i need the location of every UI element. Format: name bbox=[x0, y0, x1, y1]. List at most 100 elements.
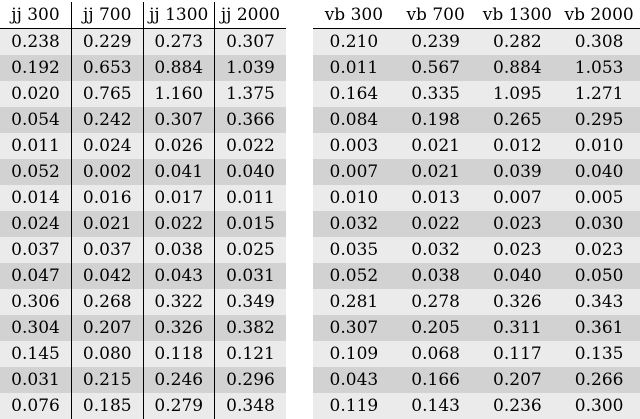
left-table-cell: 0.192 bbox=[0, 55, 72, 81]
right-table-cell: 0.068 bbox=[395, 341, 477, 367]
right-table-cell: 0.117 bbox=[477, 341, 559, 367]
right-table-cell: 0.308 bbox=[558, 29, 640, 56]
left-table-cell: 0.040 bbox=[215, 159, 287, 185]
right-table-cell: 0.010 bbox=[313, 185, 395, 211]
left-table-cell: 0.011 bbox=[215, 185, 287, 211]
left-table-cell: 0.296 bbox=[215, 367, 287, 393]
right-table-cell: 0.307 bbox=[313, 315, 395, 341]
right-table-cell: 0.207 bbox=[477, 367, 559, 393]
right-table-cell: 0.011 bbox=[313, 55, 395, 81]
right-header-row: vb 300 vb 700 vb 1300 vb 2000 bbox=[313, 2, 640, 29]
left-table-cell: 0.014 bbox=[0, 185, 72, 211]
right-table-cell: 0.205 bbox=[395, 315, 477, 341]
left-table-cell: 0.229 bbox=[72, 29, 144, 56]
right-table-cell: 0.021 bbox=[395, 133, 477, 159]
left-table-cell: 0.382 bbox=[215, 315, 287, 341]
left-table-cell: 0.038 bbox=[143, 237, 215, 263]
right-table-cell: 0.010 bbox=[558, 133, 640, 159]
right-table-cell: 0.023 bbox=[477, 237, 559, 263]
left-table-cell: 0.326 bbox=[143, 315, 215, 341]
right-table-cell: 0.032 bbox=[313, 211, 395, 237]
right-table-cell: 0.040 bbox=[477, 263, 559, 289]
right-table-cell: 0.043 bbox=[313, 367, 395, 393]
left-table-cell: 0.207 bbox=[72, 315, 144, 341]
left-table-cell: 0.076 bbox=[0, 393, 72, 419]
left-table-cell: 0.348 bbox=[215, 393, 287, 419]
left-table-cell: 0.017 bbox=[143, 185, 215, 211]
right-table-cell: 0.567 bbox=[395, 55, 477, 81]
right-table-cell: 0.239 bbox=[395, 29, 477, 56]
left-table-cell: 0.043 bbox=[143, 263, 215, 289]
left-table-cell: 0.037 bbox=[72, 237, 144, 263]
left-table-cell: 0.041 bbox=[143, 159, 215, 185]
right-table-cell: 0.236 bbox=[477, 393, 559, 419]
right-table-cell: 0.164 bbox=[313, 81, 395, 107]
left-header-row: jj 300 jj 700 jj 1300 jj 2000 bbox=[0, 2, 286, 29]
left-table-cell: 0.307 bbox=[143, 107, 215, 133]
right-table-cell: 0.013 bbox=[395, 185, 477, 211]
right-table-cell: 0.266 bbox=[558, 367, 640, 393]
right-table-cell: 0.021 bbox=[395, 159, 477, 185]
right-table-cell: 0.040 bbox=[558, 159, 640, 185]
right-table-cell: 0.198 bbox=[395, 107, 477, 133]
left-table-cell: 0.268 bbox=[72, 289, 144, 315]
right-table-cell: 0.012 bbox=[477, 133, 559, 159]
right-table-cell: 0.109 bbox=[313, 341, 395, 367]
left-table-cell: 0.042 bbox=[72, 263, 144, 289]
left-table-cell: 0.016 bbox=[72, 185, 144, 211]
right-table-cell: 0.361 bbox=[558, 315, 640, 341]
left-table-cell: 0.653 bbox=[72, 55, 144, 81]
left-table-cell: 0.047 bbox=[0, 263, 72, 289]
right-table-cell: 0.295 bbox=[558, 107, 640, 133]
left-table-cell: 0.026 bbox=[143, 133, 215, 159]
right-header-cell: vb 1300 bbox=[477, 2, 559, 29]
left-table-cell: 0.242 bbox=[72, 107, 144, 133]
right-table-cell: 0.032 bbox=[395, 237, 477, 263]
right-table-cell: 1.271 bbox=[558, 81, 640, 107]
left-table-cell: 0.306 bbox=[0, 289, 72, 315]
right-table-cell: 0.265 bbox=[477, 107, 559, 133]
left-table-cell: 0.273 bbox=[143, 29, 215, 56]
right-table-cell: 0.335 bbox=[395, 81, 477, 107]
right-header-cell: vb 2000 bbox=[558, 2, 640, 29]
left-table-cell: 1.039 bbox=[215, 55, 287, 81]
left-table-cell: 0.052 bbox=[0, 159, 72, 185]
left-table-cell: 0.002 bbox=[72, 159, 144, 185]
left-table-cell: 1.160 bbox=[143, 81, 215, 107]
left-table-cell: 0.025 bbox=[215, 237, 287, 263]
right-header-cell: vb 700 bbox=[395, 2, 477, 29]
right-table-cell: 0.326 bbox=[477, 289, 559, 315]
right-table-cell: 0.166 bbox=[395, 367, 477, 393]
left-header-cell: jj 300 bbox=[0, 2, 72, 29]
right-table-cell: 0.035 bbox=[313, 237, 395, 263]
left-table-cell: 0.022 bbox=[143, 211, 215, 237]
right-table-cell: 0.007 bbox=[313, 159, 395, 185]
right-table-cell: 0.135 bbox=[558, 341, 640, 367]
left-header-cell: jj 1300 bbox=[143, 2, 215, 29]
right-table-cell: 1.053 bbox=[558, 55, 640, 81]
left-header-cell: jj 2000 bbox=[215, 2, 287, 29]
left-table-cell: 0.279 bbox=[143, 393, 215, 419]
right-table-cell: 0.022 bbox=[395, 211, 477, 237]
right-table-cell: 0.023 bbox=[558, 237, 640, 263]
right-table-cell: 0.023 bbox=[477, 211, 559, 237]
